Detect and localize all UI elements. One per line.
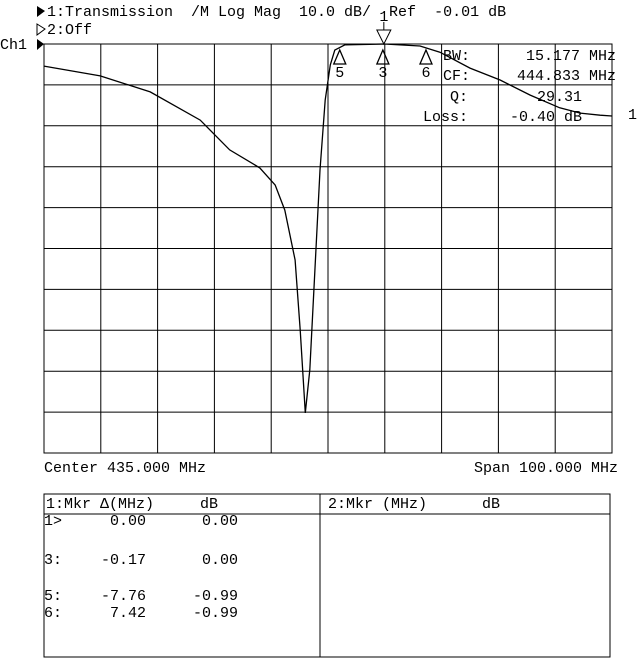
marker-db: -0.99 [193,605,238,622]
marker-id: 3: [44,552,62,569]
marker [418,48,433,65]
stat-name: Loss: [423,109,468,126]
marker-db: 0.00 [202,552,238,569]
marker [375,48,390,65]
marker-id: 6: [44,605,62,622]
stat-name: Q: [450,89,468,106]
inactive-channel-icon [36,23,46,36]
trace [43,43,613,413]
marker-id: 1> [44,513,62,530]
stat-value: -0.40 dB [510,109,582,126]
active-channel-icon [37,6,45,17]
header-line2: 2:Off [47,22,92,39]
marker-label: 3 [378,65,387,82]
marker-delta: 0.00 [110,513,146,530]
marker-label: 1 [379,9,388,26]
stat-value: 29.31 [537,89,582,106]
stat-value: 15.177 MHz [526,48,616,65]
marker-delta: -7.76 [101,588,146,605]
stat-name: BW: [443,48,470,65]
marker [332,48,347,65]
marker-delta: 7.42 [110,605,146,622]
marker-db: -0.99 [193,588,238,605]
span-label: Span 100.000 MHz [474,460,618,477]
marker-table-frame [43,493,611,658]
marker-label: 5 [335,65,344,82]
table1-header: 1:Mkr Δ(MHz) [46,496,154,513]
table2-header: 2:Mkr (MHz) [328,496,427,513]
table1-header: dB [200,496,218,513]
ref-pointer [37,39,44,50]
stat-value: 444.833 MHz [517,68,616,85]
table2-header: dB [482,496,500,513]
marker-id: 5: [44,588,62,605]
center-label: Center 435.000 MHz [44,460,206,477]
marker-delta: -0.17 [101,552,146,569]
stat-name: CF: [443,68,470,85]
header-line1: 1:Transmission /M Log Mag 10.0 dB/ Ref -… [47,4,506,21]
trace-label: 1 [628,107,637,124]
marker-label: 6 [421,65,430,82]
channel-label: Ch1 [0,37,27,54]
marker-db: 0.00 [202,513,238,530]
